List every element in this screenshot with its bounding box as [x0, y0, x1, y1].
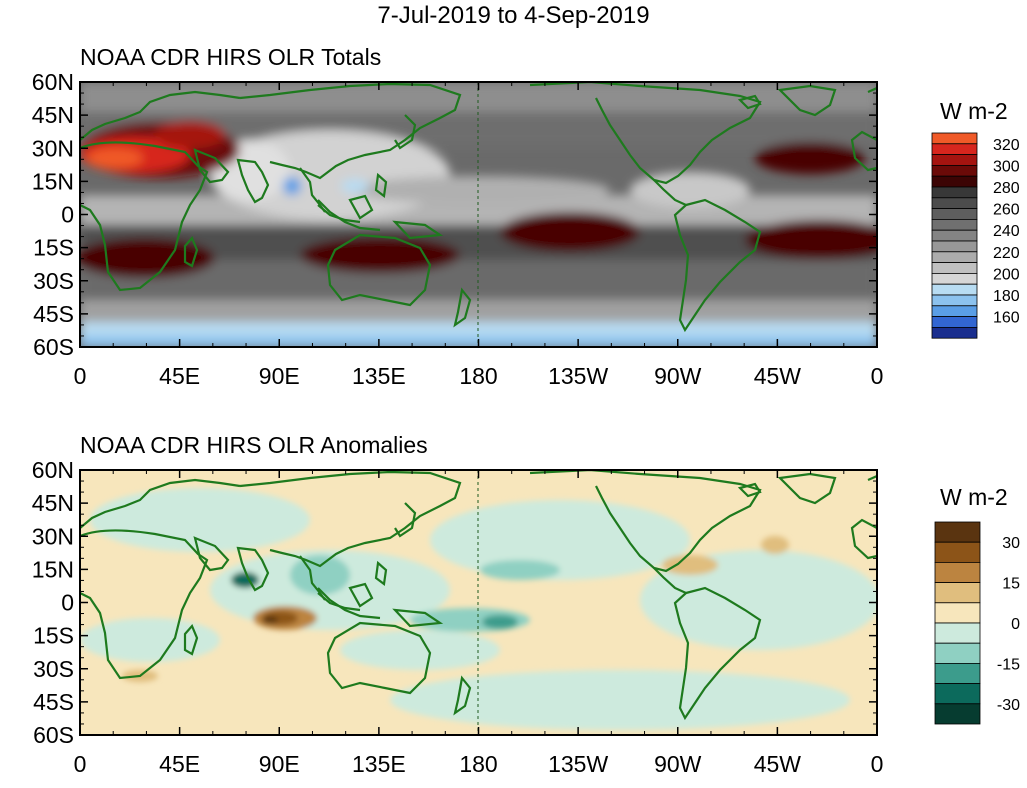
- anomalies-lat-label: 45S: [33, 689, 74, 715]
- totals-colorbar-box: [931, 262, 978, 274]
- totals-lat-label: 30S: [33, 268, 74, 294]
- anomalies-lon-label: 45W: [754, 751, 802, 777]
- totals-colorbar-box: [931, 305, 978, 317]
- totals-panel-title: NOAA CDR HIRS OLR Totals: [80, 44, 382, 70]
- totals-lon-label: 45W: [754, 363, 802, 389]
- anomalies-lon-label: 45E: [159, 751, 200, 777]
- anomalies-colorbar-box: [934, 582, 981, 604]
- anomalies-lat-label: 30S: [33, 656, 74, 682]
- figure-title: 7-Jul-2019 to 4-Sep-2019: [377, 2, 650, 29]
- totals-colorbar-label: 160: [993, 310, 1020, 327]
- anomalies-map: [79, 469, 878, 736]
- anomalies-lat-label: 15N: [32, 556, 74, 582]
- totals-map: [79, 81, 878, 348]
- totals-colorbar-box: [931, 283, 978, 296]
- anomalies-lon-label: 0: [74, 751, 87, 777]
- totals-lat-label: 60N: [32, 69, 74, 95]
- totals-colorbar-box: [931, 240, 978, 253]
- totals-colorbar-box: [931, 143, 978, 156]
- anomalies-colorbar-box: [934, 642, 981, 664]
- totals-lon-label: 45E: [159, 363, 200, 389]
- anomalies-colorbar-box: [934, 622, 981, 644]
- totals-colorbar-box: [931, 208, 978, 220]
- anomalies-colorbar-label: 30: [1002, 535, 1020, 552]
- totals-colorbar-label: 180: [993, 288, 1020, 305]
- totals-lat-label: 15N: [32, 168, 74, 194]
- anomalies-lat-label: 0: [61, 590, 74, 616]
- totals-colorbar-box: [931, 316, 978, 328]
- anomalies-units-label: W m-2: [940, 484, 1008, 510]
- totals-colorbar-label: 220: [993, 245, 1020, 262]
- totals-colorbar-box: [931, 186, 978, 199]
- totals-lat-label: 45S: [33, 301, 74, 327]
- anomalies-lat-label: 60S: [33, 722, 74, 748]
- totals-colorbar-box: [931, 154, 978, 166]
- anomalies-colorbar-label: 0: [1011, 616, 1020, 633]
- anomalies-colorbar-box: [934, 562, 981, 584]
- totals-colorbar-label: 240: [993, 223, 1020, 240]
- anomalies-lat-label: 45N: [32, 490, 74, 516]
- totals-lat-label: 15S: [33, 235, 74, 261]
- anomalies-lat-label: 30N: [32, 523, 74, 549]
- anomalies-lat-label: 60N: [32, 457, 74, 483]
- totals-colorbar-box: [931, 218, 978, 231]
- anomalies-colorbar-box: [934, 703, 981, 725]
- anomalies-panel-title: NOAA CDR HIRS OLR Anomalies: [80, 432, 428, 458]
- anomalies-lon-label: 180: [459, 751, 497, 777]
- totals-lat-label: 30N: [32, 135, 74, 161]
- totals-colorbar-box: [931, 197, 978, 210]
- totals-lat-label: 45N: [32, 102, 74, 128]
- anomalies-colorbar-box: [934, 663, 981, 685]
- totals-colorbar-box: [931, 132, 978, 145]
- anomalies-colorbar-box: [934, 521, 981, 543]
- anomalies-lon-label: 0: [871, 751, 884, 777]
- totals-lon-label: 90E: [259, 363, 300, 389]
- totals-colorbar-label: 320: [993, 137, 1020, 154]
- totals-colorbar-box: [931, 164, 978, 177]
- totals-colorbar-box: [931, 251, 978, 264]
- totals-colorbar-box: [931, 272, 978, 285]
- totals-units-label: W m-2: [940, 98, 1008, 124]
- anomalies-lon-label: 90E: [259, 751, 300, 777]
- totals-colorbar-box: [931, 229, 978, 242]
- anomalies-colorbar-label: -30: [997, 697, 1020, 714]
- totals-lat-label: 60S: [33, 334, 74, 360]
- totals-colorbar-box: [931, 175, 978, 188]
- totals-colorbar-box: [931, 326, 978, 339]
- totals-colorbar-label: 260: [993, 202, 1020, 219]
- totals-lon-label: 0: [74, 363, 87, 389]
- totals-colorbar-label: 300: [993, 158, 1020, 175]
- totals-lat-label: 0: [61, 202, 74, 228]
- totals-colorbar-label: 280: [993, 180, 1020, 197]
- totals-colorbar-label: 200: [993, 266, 1020, 283]
- totals-lon-label: 180: [459, 363, 497, 389]
- anomalies-colorbar-box: [934, 683, 981, 705]
- anomalies-lat-label: 15S: [33, 623, 74, 649]
- anomalies-lon-label: 135W: [548, 751, 608, 777]
- totals-colorbar-box: [931, 294, 978, 307]
- totals-lon-label: 135E: [352, 363, 406, 389]
- anomalies-colorbar-box: [934, 541, 981, 563]
- totals-lon-label: 0: [871, 363, 884, 389]
- totals-lon-label: 90W: [654, 363, 702, 389]
- anomalies-lon-label: 135E: [352, 751, 406, 777]
- anomalies-colorbar-label: 15: [1002, 576, 1020, 593]
- totals-lon-label: 135W: [548, 363, 608, 389]
- anomalies-lon-label: 90W: [654, 751, 702, 777]
- anomalies-colorbar-box: [934, 602, 981, 624]
- anomalies-colorbar-label: -15: [997, 656, 1020, 673]
